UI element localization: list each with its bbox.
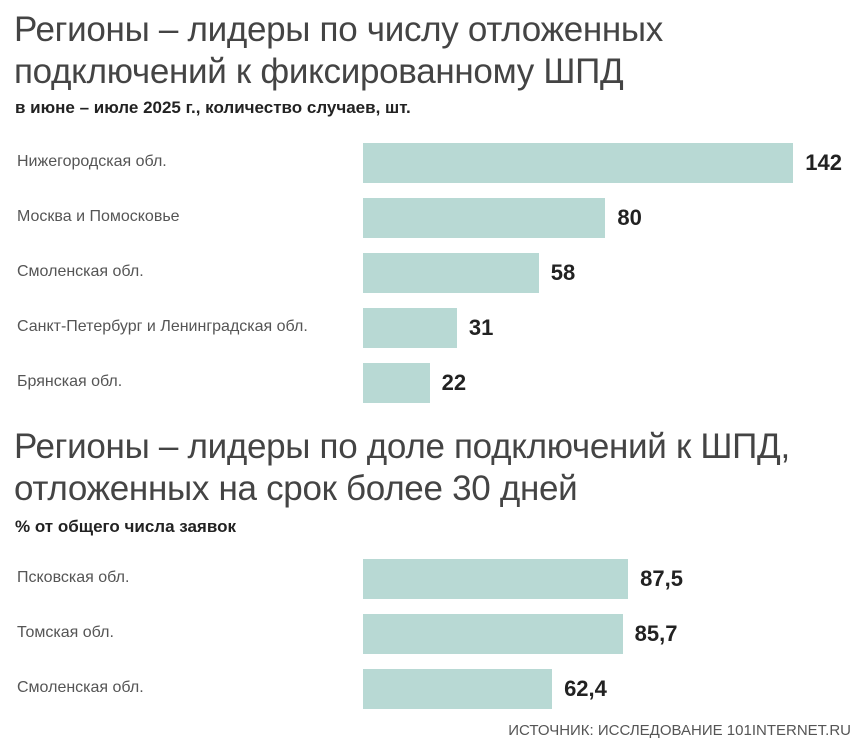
bar [363, 198, 606, 238]
category-label: Санкт-Петербург и Ленинградская обл. [17, 318, 308, 335]
bar-row: Москва и Помосковье 80 [0, 198, 865, 238]
bar [363, 559, 629, 599]
bar-row: Брянская обл. 22 [0, 363, 865, 403]
value-label: 87,5 [640, 566, 683, 591]
category-label: Нижегородская обл. [17, 153, 167, 170]
bar [363, 363, 430, 403]
value-label: 31 [468, 315, 494, 340]
chart2-subtitle: % от общего числа заявок [15, 517, 236, 536]
bar [363, 669, 553, 709]
bar [363, 614, 623, 654]
chart1-title-line1: Регионы – лидеры по числу отложенных [14, 10, 663, 49]
value-label: 58 [550, 260, 576, 285]
chart2-title-line1: Регионы – лидеры по доле подключений к Ш… [14, 427, 790, 466]
chart2-title-line2: отложенных на срок более 30 дней [14, 469, 578, 508]
category-label: Псковская обл. [17, 569, 130, 586]
value-label: 62,4 [564, 676, 607, 701]
category-label: Томская обл. [17, 624, 114, 641]
value-label: 142 [805, 150, 842, 175]
bar-row: Псковская обл. 87,5 [0, 559, 865, 599]
bar-row: Томская обл. 85,7 [0, 614, 865, 654]
value-label: 85,7 [634, 621, 678, 646]
chart1-title-line2: подключений к фиксированному ШПД [14, 52, 624, 91]
category-label: Брянская обл. [17, 373, 123, 390]
category-label: Смоленская обл. [17, 679, 144, 696]
bar-row: Нижегородская обл. 142 [0, 143, 865, 183]
category-label: Москва и Помосковье [17, 208, 180, 225]
category-label: Смоленская обл. [17, 263, 144, 280]
bar-row: Смоленская обл. 58 [0, 253, 865, 293]
value-label: 22 [441, 370, 467, 395]
chart1-subtitle: в июне – июле 2025 г., количество случае… [15, 98, 411, 117]
bar [363, 253, 539, 293]
bar-row: Санкт-Петербург и Ленинградская обл. 31 [0, 308, 865, 348]
bar-row: Смоленская обл. 62,4 [0, 669, 865, 709]
bar [363, 143, 794, 183]
source-note: ИСТОЧНИК: ИССЛЕДОВАНИЕ 101INTERNET.RU [508, 722, 851, 739]
bar [363, 308, 457, 348]
value-label: 80 [617, 205, 642, 230]
